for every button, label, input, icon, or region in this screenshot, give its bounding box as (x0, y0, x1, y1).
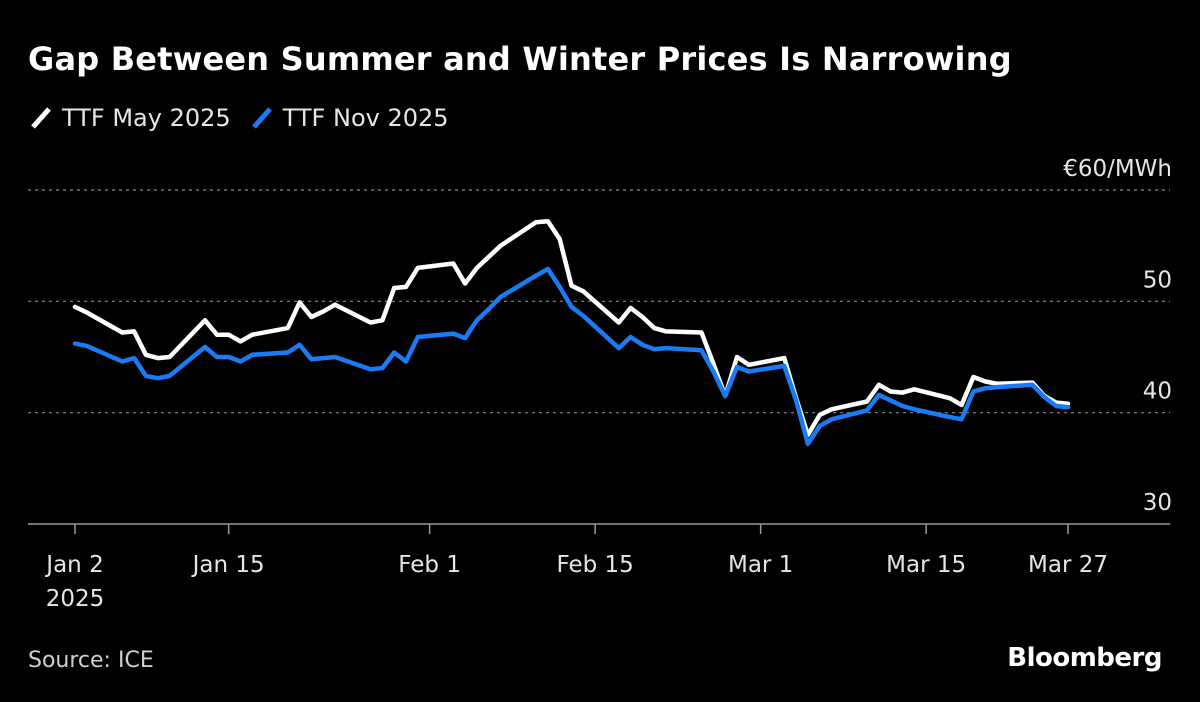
legend-item-may: TTF May 2025 (28, 104, 231, 132)
x-axis-ticks: Jan 2 2025 Jan 15 Feb 1 Feb 15 Mar 1 Mar 15 Mar… (44, 524, 1108, 612)
legend-label-nov: TTF Nov 2025 (282, 104, 449, 132)
y-axis-ticks: €60/MWh 50 40 30 (1063, 156, 1172, 516)
x-tick-label: Feb 1 (398, 552, 461, 578)
x-tick-label: Mar 1 (728, 552, 793, 578)
legend-label-may: TTF May 2025 (62, 104, 231, 132)
y-tick-label: 40 (1143, 379, 1172, 405)
legend: TTF May 2025 TTF Nov 2025 (28, 104, 467, 132)
series-lines (72, 218, 1071, 447)
x-tick-label: Feb 15 (556, 552, 633, 578)
bloomberg-logo: Bloomberg (1007, 643, 1162, 673)
x-tick-label: Mar 15 (886, 552, 966, 578)
legend-swatch-may-icon (31, 107, 51, 129)
y-tick-label: 30 (1143, 490, 1172, 516)
series-line-nov (72, 266, 1071, 447)
source-note: Source: ICE (28, 648, 154, 673)
y-tick-label: €60/MWh (1063, 156, 1172, 182)
legend-item-nov: TTF Nov 2025 (249, 104, 449, 132)
y-tick-label: 50 (1143, 267, 1172, 293)
x-tick-label: Jan 2 (44, 552, 103, 578)
legend-swatch-nov-icon (251, 107, 272, 129)
series-line-may (72, 218, 1071, 438)
gridlines (28, 189, 1170, 414)
x-tick-label: Jan 15 (191, 552, 265, 578)
x-tick-label: Mar 27 (1028, 552, 1108, 578)
x-tick-sublabel: 2025 (46, 586, 105, 612)
chart-title: Gap Between Summer and Winter Prices Is … (28, 40, 1012, 78)
